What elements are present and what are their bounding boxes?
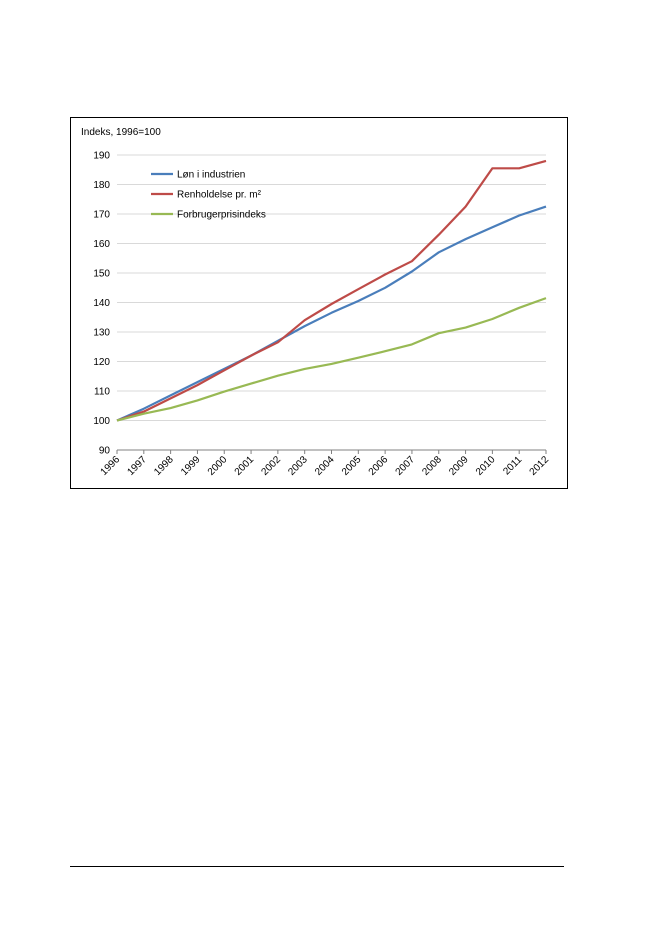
x-tick-label: 2006 xyxy=(367,454,391,478)
legend: Løn i industrien Renholdelse pr. m² Forbru… xyxy=(151,170,266,221)
x-tick-label: 2010 xyxy=(474,454,498,478)
x-tick-labels: 1996 1997 1998 1999 2000 2001 2002 2003 2004 2005… xyxy=(99,454,552,478)
grid-lines xyxy=(116,154,547,454)
line-chart: Indeks, 1996=100 90 100 110 120 130 140 150 160… xyxy=(81,127,552,478)
y-tick-label: 150 xyxy=(93,269,110,280)
x-tick-label: 2003 xyxy=(286,454,310,478)
x-tick-label: 2007 xyxy=(394,454,418,478)
x-tick-label: 2001 xyxy=(233,454,257,478)
x-tick-label: 2008 xyxy=(420,454,444,478)
legend-label: Renholdelse pr. m² xyxy=(177,190,262,201)
x-tick-label: 2000 xyxy=(206,454,230,478)
x-tick-label: 1999 xyxy=(179,454,203,478)
x-tick-label: 1998 xyxy=(152,454,176,478)
x-tick-label: 2011 xyxy=(501,454,524,477)
x-tick-label: 2005 xyxy=(340,454,364,478)
y-tick-label: 190 xyxy=(93,151,110,162)
y-tick-label: 90 xyxy=(99,446,111,457)
y-tick-labels: 90 100 110 120 130 140 150 160 170 180 190 xyxy=(93,151,110,457)
y-tick-label: 130 xyxy=(93,328,110,339)
legend-label: Løn i industrien xyxy=(177,170,245,181)
x-tick-label: 2002 xyxy=(259,454,283,478)
y-tick-label: 160 xyxy=(93,239,110,250)
y-tick-label: 180 xyxy=(93,180,110,191)
series-line-2 xyxy=(116,159,547,422)
y-tick-label: 100 xyxy=(93,416,110,427)
y-tick-label: 110 xyxy=(94,387,110,398)
x-tick-label: 2012 xyxy=(528,454,552,478)
series-line-1 xyxy=(116,205,547,422)
y-tick-label: 120 xyxy=(93,357,110,368)
y-tick-label: 170 xyxy=(93,210,110,221)
x-tick-label: 2004 xyxy=(313,454,337,478)
x-tick-label: 1997 xyxy=(125,454,149,478)
x-tick-label: 2009 xyxy=(447,454,471,478)
footer-rule xyxy=(70,866,564,867)
series-lines xyxy=(116,159,547,422)
chart-frame: Indeks, 1996=100 90 100 110 120 130 140 150 160… xyxy=(70,117,568,489)
x-tick-label: 1996 xyxy=(99,454,123,478)
y-axis-title: Indeks, 1996=100 xyxy=(81,127,161,138)
legend-label: Forbrugerprisindeks xyxy=(177,210,266,221)
y-tick-label: 140 xyxy=(93,298,110,309)
series-line-3 xyxy=(116,297,547,422)
